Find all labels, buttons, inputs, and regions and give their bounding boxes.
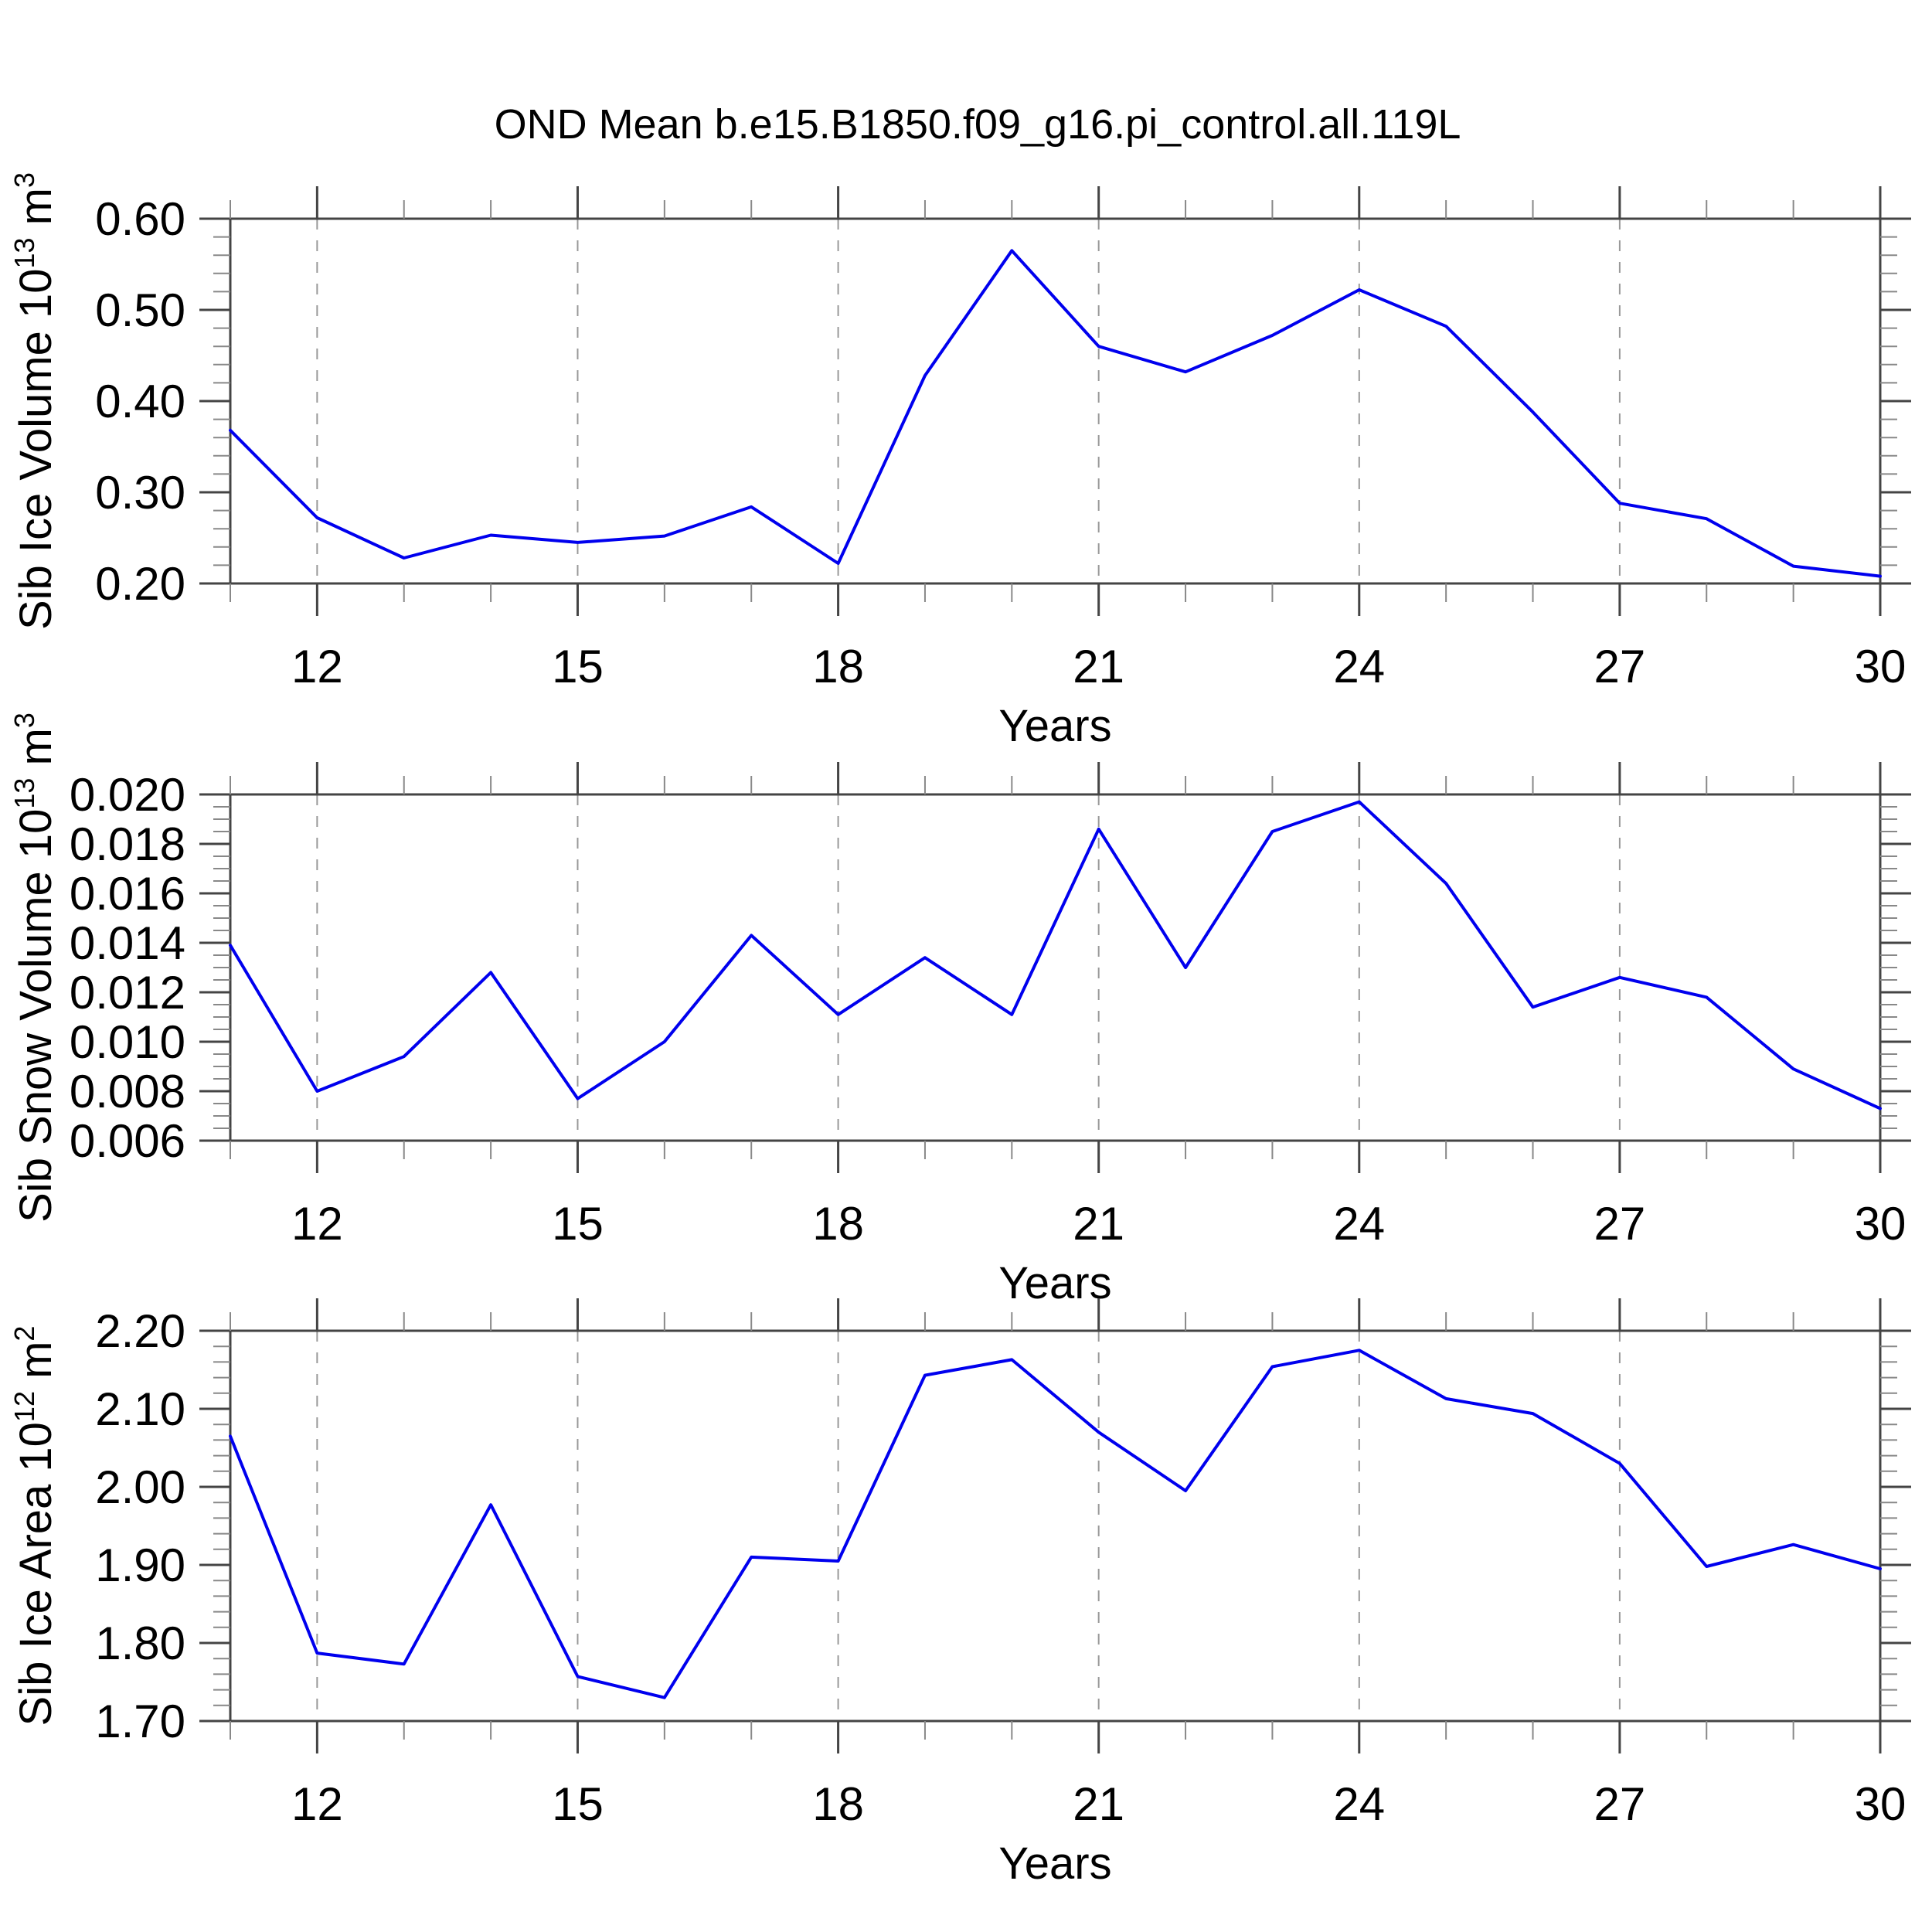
axis-title-y: Sib Snow Volume 1013​ m3​: [9, 713, 61, 1223]
y-tick-label: 0.60: [95, 193, 185, 245]
x-tick-label: 18: [812, 1198, 864, 1250]
x-tick-label: 24: [1333, 1198, 1385, 1250]
y-tick-label: 0.50: [95, 284, 185, 336]
axis-title-x: Years: [998, 701, 1111, 751]
y-tick-label: 0.012: [70, 967, 185, 1019]
x-tick-label: 30: [1855, 641, 1906, 692]
y-tick-label: 1.90: [95, 1539, 185, 1591]
y-tick-label: 0.020: [70, 769, 185, 821]
y-tick-label: 0.40: [95, 376, 185, 427]
y-tick-label: 0.010: [70, 1016, 185, 1068]
axis-title-x: Years: [998, 1838, 1111, 1889]
plot-frame: [229, 1329, 1882, 1723]
x-tick-label: 30: [1855, 1778, 1906, 1830]
axis-title-x: Years: [998, 1258, 1111, 1308]
y-tick-label: 0.014: [70, 917, 185, 969]
x-tick-label: 15: [552, 1778, 604, 1830]
axis-title-y: Sib Ice Area 1012​ m2​: [9, 1326, 61, 1726]
x-tick-label: 24: [1333, 641, 1385, 692]
y-tick-label: 1.70: [95, 1696, 185, 1747]
x-tick-label: 21: [1073, 641, 1124, 692]
chart-title: OND Mean b.e15.B1850.f09_g16.pi_control.…: [494, 101, 1461, 148]
x-tick-label: 15: [552, 1198, 604, 1250]
y-tick-label: 2.20: [95, 1305, 185, 1357]
data-line: [229, 800, 1882, 1111]
y-tick-label: 2.00: [95, 1461, 185, 1513]
x-tick-label: 27: [1594, 1778, 1646, 1830]
data-line: [229, 1349, 1882, 1699]
data-line: [229, 249, 1882, 578]
plot-frame: [229, 793, 1882, 1142]
y-tick-label: 0.008: [70, 1066, 185, 1117]
x-tick-label: 27: [1594, 641, 1646, 692]
x-tick-label: 30: [1855, 1198, 1906, 1250]
x-tick-label: 12: [291, 641, 343, 692]
x-tick-label: 21: [1073, 1198, 1124, 1250]
x-tick-label: 12: [291, 1778, 343, 1830]
x-tick-label: 18: [812, 1778, 864, 1830]
panel-2: 0.0060.0080.0100.0120.0140.0160.0180.020…: [9, 713, 1911, 1308]
y-tick-label: 2.10: [95, 1383, 185, 1435]
y-tick-label: 1.80: [95, 1617, 185, 1669]
x-tick-label: 21: [1073, 1778, 1124, 1830]
panel-1: 0.20 0.30 0.40 0.50 0.60 12 15 18 21 24 27 30 Years S…: [9, 172, 1911, 751]
y-tick-label: 0.006: [70, 1115, 185, 1167]
y-tick-label: 0.018: [70, 818, 185, 870]
y-tick-label: 0.016: [70, 868, 185, 920]
panel-3: 1.70 1.80 1.90 2.00 2.10 2.20 12 15 18 21 24 27 30 Ye…: [9, 1298, 1911, 1889]
y-tick-label: 0.20: [95, 558, 185, 610]
x-tick-label: 12: [291, 1198, 343, 1250]
axis-title-y: Sib Ice Volume 1013​ m3​: [9, 172, 61, 630]
x-tick-label: 15: [552, 641, 604, 692]
y-tick-label: 0.30: [95, 467, 185, 519]
x-tick-label: 24: [1333, 1778, 1385, 1830]
plot-frame: [229, 217, 1882, 585]
x-tick-label: 27: [1594, 1198, 1646, 1250]
x-tick-label: 18: [812, 641, 864, 692]
